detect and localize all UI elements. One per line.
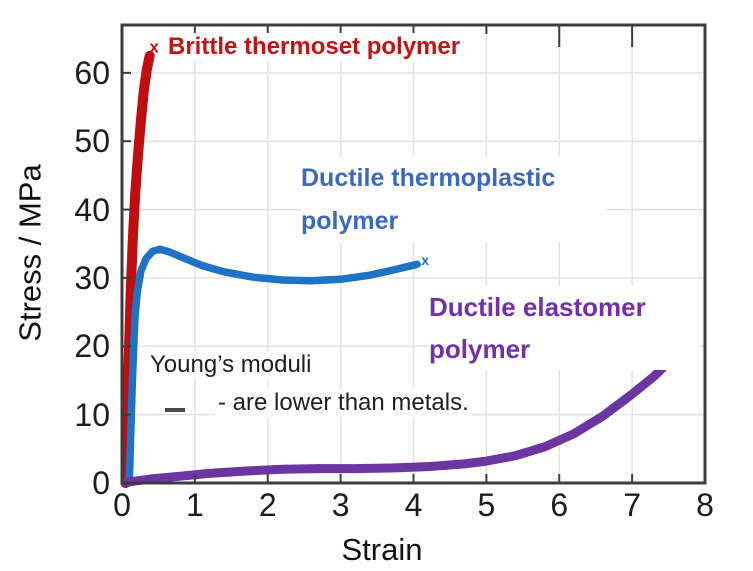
- annotation-lower-than-metals: - are lower than metals.: [215, 389, 472, 417]
- series-label-ductile-elastomer-polymer: Ductile elastomer polymer: [429, 286, 701, 371]
- y-tick-label: 20: [74, 328, 110, 365]
- series-end-marker-0: x: [149, 37, 159, 56]
- series-curve-0: [120, 50, 155, 488]
- y-tick-label: 30: [74, 259, 110, 296]
- x-tick-label: 6: [550, 487, 569, 523]
- series-label-ductile-thermoplastic-polymer: Ductile thermoplastic polymer: [301, 157, 606, 242]
- y-tick-label: 60: [74, 54, 110, 91]
- series-end-marker-1: x: [421, 252, 429, 268]
- series-curve-2: [121, 354, 677, 487]
- series-label-brittle-thermoset-polymer: Brittle thermoset polymer: [165, 33, 464, 61]
- y-tick-label: 0: [92, 465, 110, 501]
- x-tick-label: 7: [623, 487, 642, 523]
- x-tick-label: 2: [258, 487, 277, 523]
- x-tick-label: 1: [185, 487, 204, 523]
- y-tick-label: 40: [74, 191, 110, 228]
- y-tick-label: 10: [74, 396, 110, 433]
- x-tick-label: 3: [331, 487, 350, 523]
- x-tick-label: 0: [113, 487, 131, 523]
- series-curve-1: [125, 245, 421, 487]
- y-tick-label: 50: [74, 123, 110, 160]
- x-tick-label: 4: [404, 487, 423, 523]
- x-tick-label: 5: [477, 487, 496, 523]
- x-axis-title: Strain: [341, 532, 423, 567]
- x-tick-label: 8: [696, 487, 714, 523]
- annotation-youngs-moduli: Young’s moduli: [147, 351, 315, 379]
- y-axis-title: Stress / MPa: [12, 164, 48, 342]
- modulus-dash-icon: [165, 408, 185, 412]
